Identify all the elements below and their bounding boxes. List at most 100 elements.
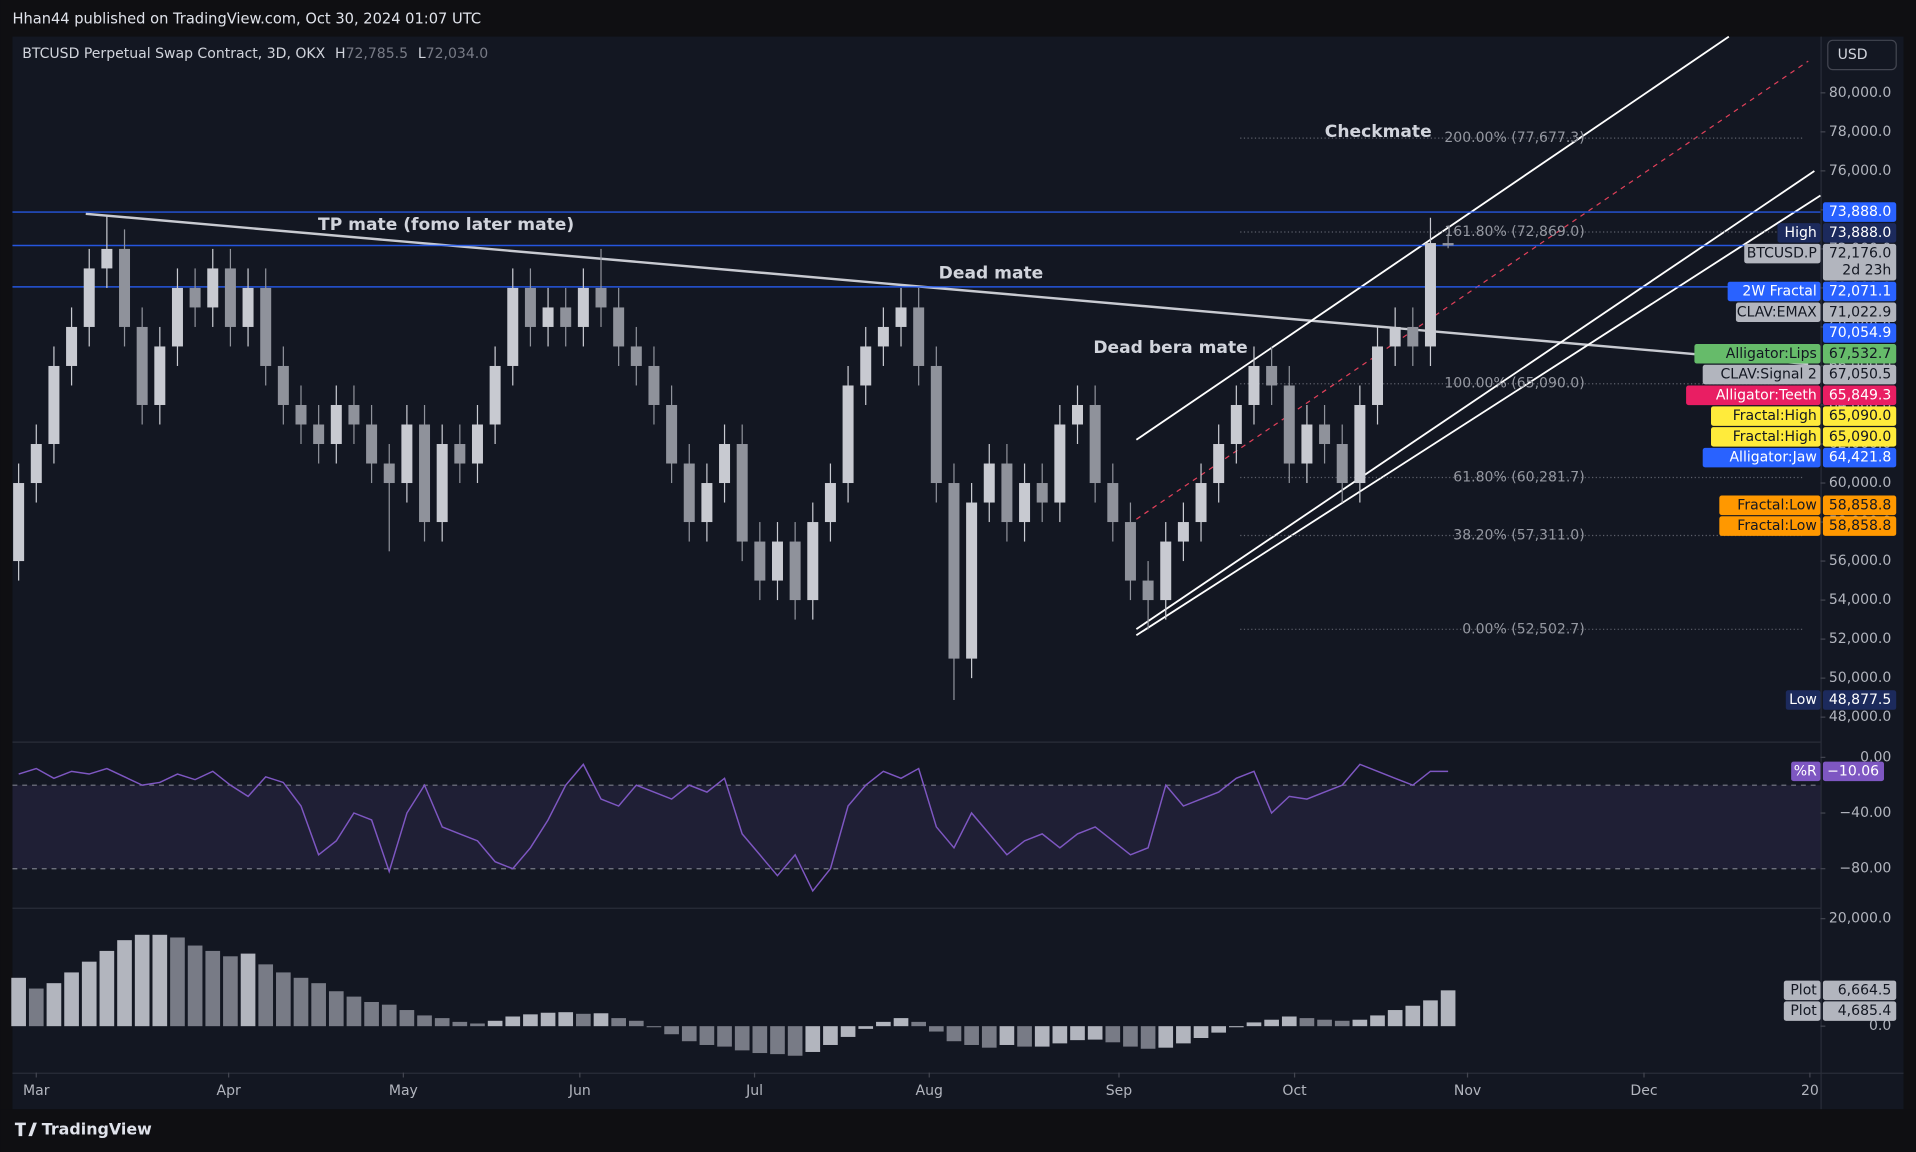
candle-body	[119, 248, 131, 327]
y-tick-label: 52,000.0	[1829, 631, 1891, 647]
candle-body	[1054, 424, 1066, 503]
histogram-bar	[1176, 1026, 1191, 1044]
candle-body	[1389, 326, 1401, 347]
histogram-bar	[505, 1016, 521, 1027]
wr-band	[12, 785, 1821, 869]
histogram-bar	[1123, 1026, 1138, 1047]
histogram-bar	[1423, 1000, 1438, 1027]
price-badge	[1822, 281, 1897, 302]
histogram-bar	[1052, 1026, 1068, 1044]
price-badge	[1822, 364, 1897, 385]
candle-body	[1089, 404, 1101, 484]
histogram-bar	[787, 1026, 803, 1056]
price-badge-value: 67,532.7	[1829, 346, 1891, 362]
histogram-bar	[946, 1026, 962, 1042]
candle-body	[136, 326, 148, 405]
annotation: Checkmate	[1325, 122, 1432, 142]
y-tick-label: 0.0	[1869, 1018, 1891, 1034]
price-badge	[1822, 243, 1897, 281]
price-badge-label: Fractal:High	[1733, 408, 1817, 424]
candle-body	[471, 424, 483, 464]
plot-badge	[1822, 1001, 1897, 1021]
candle-body	[930, 365, 942, 484]
x-tick-label: 20	[1801, 1083, 1819, 1099]
y-tick-label: −40.00	[1839, 805, 1891, 821]
candle-body	[48, 365, 60, 445]
annotation: Dead mate	[939, 264, 1044, 284]
price-badge-value: 65,090.0	[1829, 429, 1891, 445]
candle-body	[701, 483, 713, 523]
histogram-bar	[1246, 1022, 1262, 1027]
candle-body	[277, 365, 289, 405]
histogram-bar	[64, 972, 79, 1027]
price-badge-value: 67,050.5	[1829, 367, 1891, 383]
candle-body	[1195, 483, 1207, 523]
trendline	[1135, 35, 1730, 441]
price-badge	[1822, 495, 1897, 516]
histogram-bar	[558, 1012, 574, 1027]
histogram-bar	[1264, 1019, 1279, 1027]
trendline	[1135, 170, 1815, 630]
candle-body	[154, 346, 166, 405]
y-tick-label: 50,000.0	[1829, 670, 1891, 686]
histogram-bar	[840, 1026, 856, 1037]
histogram-bar	[187, 945, 203, 1027]
plot-badge-label: Plot	[1790, 1003, 1817, 1019]
price-badge-value: 65,849.3	[1829, 387, 1891, 403]
candle-body	[683, 463, 695, 523]
price-badge-label-box	[1694, 344, 1821, 364]
legend-value: 72,785.5	[346, 46, 408, 62]
histogram-bar	[911, 1021, 927, 1027]
x-tick-label: Jul	[745, 1083, 763, 1099]
histogram-bar	[1281, 1016, 1297, 1027]
y-tick-label: 56,000.0	[1829, 553, 1891, 569]
histogram-bar	[328, 991, 344, 1027]
candle-body	[1160, 541, 1172, 601]
price-badge	[1822, 406, 1897, 426]
histogram-bar	[1211, 1026, 1227, 1033]
histogram-bar	[28, 988, 44, 1027]
fib-label: 61.80% (60,281.7)	[1453, 470, 1584, 486]
histogram-bar	[452, 1021, 468, 1027]
histogram-bar	[699, 1026, 715, 1045]
y-tick-label: 80,000.0	[1829, 85, 1891, 101]
price-badge-label-box	[1785, 690, 1821, 710]
candle-body	[13, 483, 25, 562]
price-badge-label-box	[1702, 364, 1821, 385]
candle-body	[913, 307, 925, 366]
plot-badge-value: 6,664.5	[1838, 982, 1892, 998]
price-badge-value: 58,858.8	[1829, 497, 1891, 513]
price-badge-label: Alligator:Teeth	[1716, 387, 1817, 403]
candle-body	[1354, 404, 1366, 484]
histogram-bar	[1105, 1026, 1121, 1043]
candle-body	[489, 365, 501, 425]
currency-label[interactable]: USD	[1838, 47, 1868, 63]
histogram-bar	[487, 1020, 503, 1027]
y-tick-label: 20,000.0	[1829, 911, 1891, 927]
plot-badge-label-box	[1783, 1001, 1821, 1021]
fib-label: 161.80% (72,869.0)	[1444, 224, 1584, 240]
fib-label: 200.00% (77,677.3)	[1444, 130, 1584, 146]
candle-body	[824, 483, 836, 523]
histogram-bar	[1017, 1026, 1032, 1047]
legend-key: L	[418, 46, 426, 62]
currency-button[interactable]	[1827, 39, 1897, 71]
price-badge-label-box	[1686, 385, 1821, 406]
histogram-bar	[1370, 1015, 1385, 1027]
candle-body	[383, 463, 395, 484]
histogram-bar	[593, 1013, 609, 1027]
price-badge-label-box	[1719, 516, 1821, 536]
candle-body	[771, 541, 783, 581]
price-badge-label-box	[1744, 243, 1821, 264]
price-badge-label: Fractal:Low	[1737, 497, 1816, 513]
candle-body	[366, 424, 378, 464]
candle-body	[719, 444, 731, 484]
wr-badge	[1822, 761, 1884, 782]
candle-body	[895, 307, 907, 327]
histogram-bar	[1317, 1019, 1332, 1027]
wr-line	[18, 763, 1449, 893]
trendline	[85, 212, 1809, 366]
histogram-bar	[540, 1012, 556, 1027]
